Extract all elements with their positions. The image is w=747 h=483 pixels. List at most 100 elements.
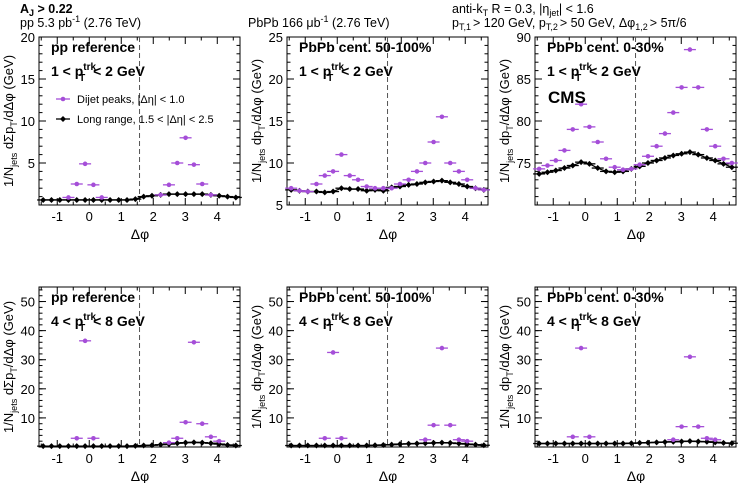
dijet-point (355, 177, 361, 183)
dijet-point (629, 166, 634, 172)
panel-5: -1 0 1 2 3 4 10 20 30 40 50 Δφ 1/Njets dpT/dΔφ (GeV)… (249, 286, 490, 483)
y-tick-label: 75 (517, 156, 531, 171)
y-tick-label: 10 (517, 411, 531, 426)
dijet-point (570, 434, 576, 440)
pt-bin-label: 4 < ptrk T < 8 GeV (547, 312, 642, 334)
long-range-series (285, 439, 490, 449)
dijet-point (174, 435, 180, 441)
x-tick-label: -1 (51, 209, 63, 224)
dijet-point (562, 148, 567, 153)
x-tick-label: 1 (614, 451, 621, 466)
dijet-point (166, 440, 172, 445)
y-axis-label: 1/Njets dΣpT/dΔφ (GeV) (1, 55, 19, 187)
x-tick-label: 2 (150, 451, 157, 466)
dijet-point (166, 182, 172, 188)
panel-title: PbPb cent. 50-100% (299, 289, 432, 305)
dijet-point (322, 435, 328, 441)
dijet-point (422, 160, 428, 166)
pt-bin-label: 4 < ptrk T < 8 GeV (299, 312, 394, 334)
dijet-point (712, 143, 718, 149)
y-tick-label: 10 (269, 156, 283, 171)
dijet-point (687, 47, 693, 52)
dijet-point (397, 181, 403, 187)
x-tick-label: 0 (582, 451, 589, 466)
x-tick-label: 1 (366, 451, 373, 466)
dijet-point (191, 339, 197, 345)
x-tick-label: 2 (398, 451, 405, 466)
dijet-point (553, 158, 559, 163)
panel-title: PbPb cent. 0-30% (547, 289, 664, 305)
dijet-point (183, 135, 188, 141)
jet-cuts-label: pT,1 > 120 GeV, pT,2 > 50 GeV, Δφ1,2 > 5π/6 (452, 16, 687, 32)
y-axis-label: 1/Njets dpT/dΔφ (GeV) (249, 59, 267, 183)
dijet-point (464, 438, 470, 444)
long-range-line (539, 440, 732, 445)
dijet-point (330, 350, 336, 355)
dijet-point (372, 185, 378, 191)
dijet-point (414, 169, 420, 174)
dijet-series (566, 345, 722, 443)
dijet-point (587, 434, 592, 440)
dijet-point (570, 127, 576, 132)
dijet-point (91, 182, 96, 188)
panel-6: -1 0 1 2 3 4 10 20 30 40 50 Δφ 1/Njets dpT/dΔφ (GeV)… (497, 286, 738, 483)
y-tick-label: 10 (21, 411, 35, 426)
y-tick-label: 40 (269, 324, 283, 339)
x-tick-label: 4 (710, 451, 717, 466)
dijet-point (216, 438, 222, 444)
aj-cut-label: AJ > 0.22 (20, 2, 73, 18)
dijet-point (704, 435, 710, 441)
y-tick-label: 20 (21, 30, 35, 45)
y-axis-label: 1/Njets dpT/dΔφ (GeV) (497, 305, 515, 429)
x-axis-label: Δφ (131, 468, 149, 483)
x-tick-label: 0 (334, 451, 341, 466)
x-tick-label: -1 (299, 209, 311, 224)
dijet-point (578, 101, 584, 107)
y-tick-label: 20 (269, 72, 283, 87)
dijet-point (208, 192, 214, 198)
dijet-point (620, 167, 626, 173)
pbpb-luminosity-label: PbPb 166 μb-1 (2.76 TeV) (248, 14, 389, 30)
x-tick-label: 3 (182, 209, 189, 224)
dijet-point (595, 139, 601, 145)
dijet-point (612, 164, 617, 170)
x-tick-label: 4 (214, 451, 221, 466)
x-tick-label: 3 (182, 451, 189, 466)
pt-bin-label: 1 < ptrk T < 2 GeV (547, 62, 642, 84)
dijet-point (670, 437, 676, 443)
panel-title: pp reference (51, 289, 135, 305)
dijet-point (481, 187, 487, 193)
y-tick-label: 40 (21, 324, 35, 339)
dijet-point (578, 345, 584, 351)
dijet-series (533, 47, 738, 173)
dijet-point (645, 153, 651, 159)
y-tick-label: 15 (21, 72, 35, 87)
dijet-point (447, 160, 453, 166)
pt-bin-label: 1 < ptrk T < 2 GeV (299, 62, 394, 84)
dijet-series (62, 135, 217, 200)
panel-3: -1 0 1 2 3 4 75 80 85 90 Δφ 1/Njets dpT/dΔφ (GeV) Pb… (497, 30, 738, 242)
long-range-line (43, 193, 236, 201)
x-tick-label: 4 (462, 451, 469, 466)
x-tick-label: 3 (430, 451, 437, 466)
dijet-point (536, 166, 542, 172)
y-tick-label: 85 (517, 72, 531, 87)
x-tick-label: -1 (547, 209, 559, 224)
pp-luminosity-label: pp 5.3 pb-1 (2.76 TeV) (20, 14, 141, 30)
x-axis-label: Δφ (131, 226, 149, 242)
dijet-point (91, 435, 96, 441)
y-tick-label: 50 (21, 295, 35, 310)
x-tick-label: 4 (710, 209, 717, 224)
x-tick-label: 4 (214, 209, 221, 224)
dijet-series (318, 345, 474, 444)
y-tick-label: 5 (276, 198, 283, 213)
dijet-point (339, 435, 344, 441)
pt-bin-label: 1 < ptrk T < 2 GeV (51, 62, 146, 84)
y-tick-label: 20 (517, 382, 531, 397)
dijet-point (74, 181, 80, 187)
dijet-point (721, 156, 726, 162)
y-tick-label: 20 (269, 382, 283, 397)
dijet-point (406, 177, 411, 183)
y-tick-label: 20 (21, 382, 35, 397)
